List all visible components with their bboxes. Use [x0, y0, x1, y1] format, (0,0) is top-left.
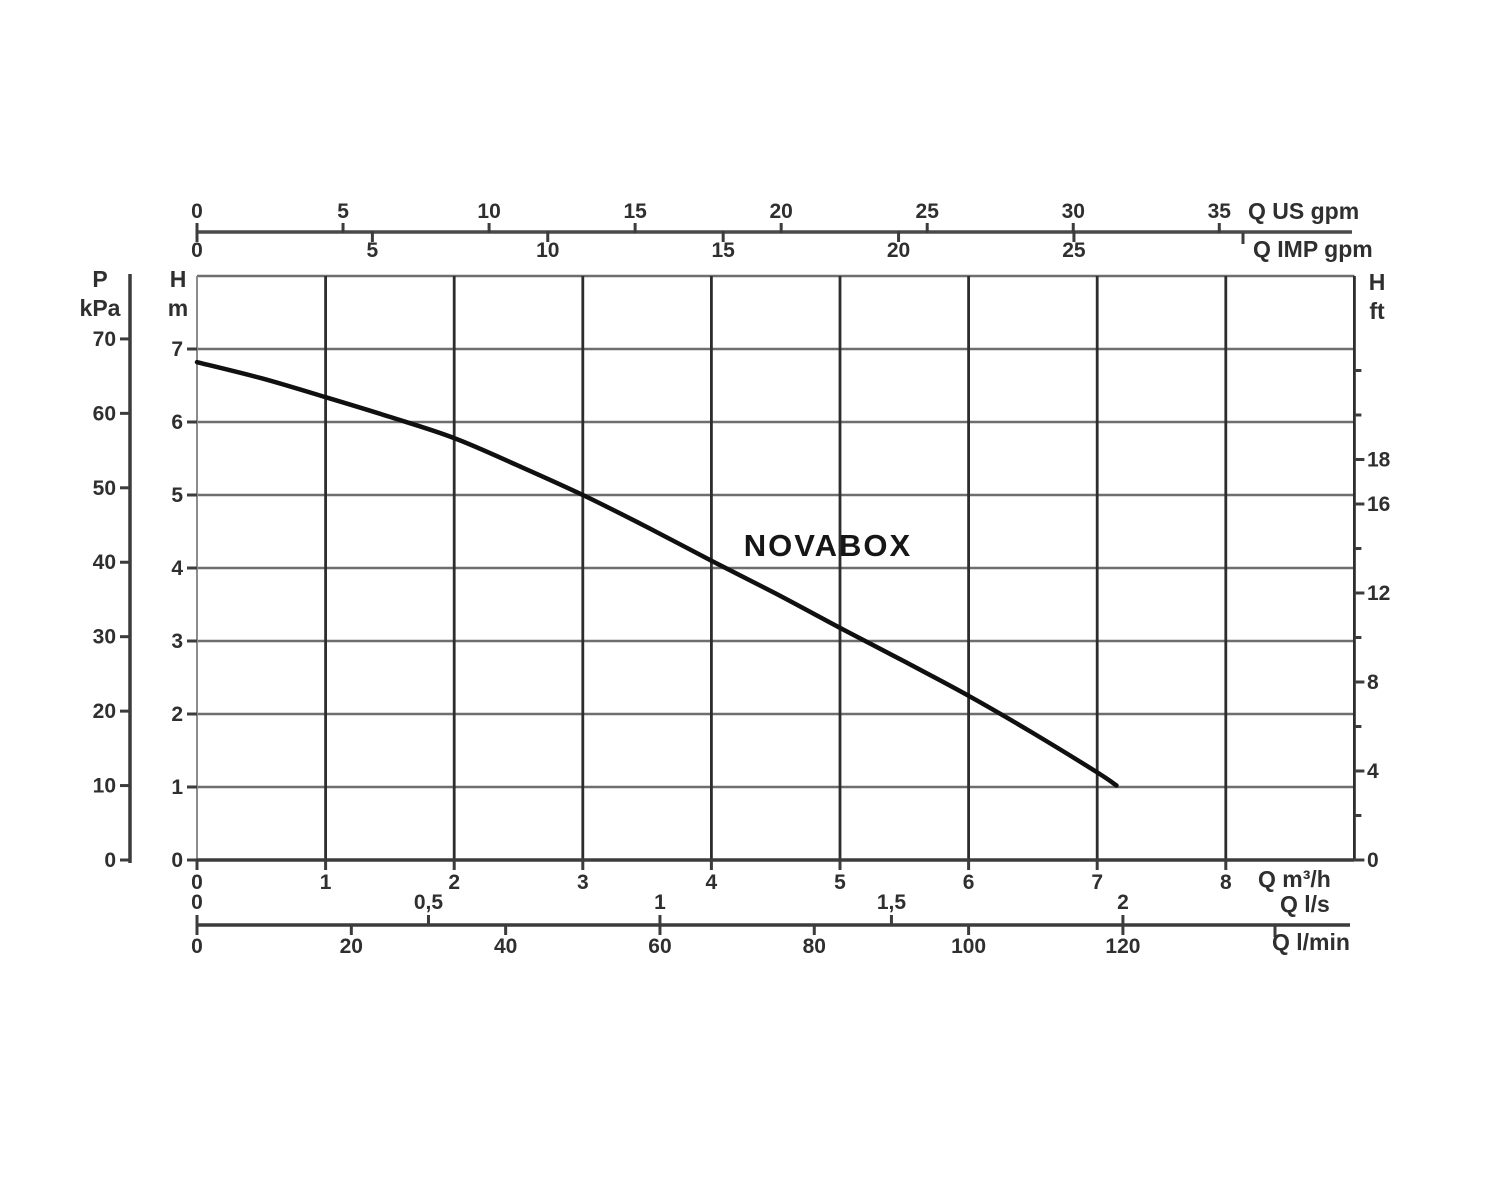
tick-label-m: 5 [171, 484, 183, 507]
tick-label-lmin: 60 [648, 935, 671, 958]
tick-label-us-gpm: 0 [191, 200, 203, 223]
curve-title: NOVABOX [744, 528, 912, 563]
tick-label-us-gpm: 15 [623, 200, 647, 223]
tick-label-ls: 1,5 [877, 891, 907, 914]
tick-label-m: 6 [171, 411, 183, 434]
tick-label-ls: 0 [191, 891, 203, 914]
tick-label-lmin: 100 [951, 935, 986, 958]
tick-label-kpa: 0 [104, 849, 116, 872]
axis-label-m3h: Q m³/h [1258, 866, 1331, 892]
tick-label-m3h: 3 [577, 871, 589, 894]
tick-label-lmin: 0 [191, 935, 203, 958]
axis-label-lmin: Q l/min [1272, 929, 1350, 955]
tick-label-ft: 4 [1367, 760, 1379, 783]
tick-label-m3h: 1 [320, 871, 332, 894]
tick-label-us-gpm: 20 [769, 200, 792, 223]
axis-label-pressure-unit: kPa [80, 295, 121, 321]
tick-label-lmin: 40 [494, 935, 517, 958]
tick-label-m3h: 5 [834, 871, 846, 894]
tick-label-ft: 12 [1367, 582, 1390, 605]
axis-label-head-ft-symbol: H [1369, 269, 1386, 295]
tick-label-ft: 8 [1367, 671, 1379, 694]
tick-label-lmin: 20 [340, 935, 363, 958]
tick-label-lmin: 120 [1105, 935, 1140, 958]
tick-label-m3h: 4 [706, 871, 718, 894]
tick-label-ls: 1 [654, 891, 666, 914]
tick-label-imp-gpm: 20 [887, 239, 910, 262]
tick-label-us-gpm: 25 [916, 200, 940, 223]
tick-label-ft: 18 [1367, 448, 1391, 471]
axis-label-head-m-unit: m [168, 295, 188, 321]
tick-label-m: 0 [171, 849, 183, 872]
tick-label-m3h: 8 [1220, 871, 1232, 894]
axis-label-head-symbol: H [170, 266, 187, 292]
tick-label-imp-gpm: 5 [367, 239, 379, 262]
tick-label-m3h: 6 [963, 871, 975, 894]
tick-label-us-gpm: 35 [1208, 200, 1232, 223]
tick-label-us-gpm: 30 [1062, 200, 1085, 223]
tick-label-m: 2 [171, 703, 183, 726]
tick-label-kpa: 30 [93, 626, 116, 649]
pump-curve [194, 359, 1119, 788]
tick-label-kpa: 60 [93, 402, 116, 425]
tick-label-imp-gpm: 25 [1062, 239, 1086, 262]
tick-label-ft: 16 [1367, 493, 1390, 516]
tick-label-ls: 0,5 [414, 891, 444, 914]
tick-label-kpa: 20 [93, 700, 116, 723]
tick-label-m: 1 [171, 776, 183, 799]
axis-label-head-ft-unit: ft [1369, 298, 1385, 324]
axis-label-ls: Q l/s [1280, 891, 1330, 917]
tick-label-lmin: 80 [803, 935, 826, 958]
axis-label-pressure-symbol: P [92, 266, 107, 292]
tick-label-m: 7 [171, 338, 183, 361]
tick-label-m: 3 [171, 630, 183, 653]
tick-label-m: 4 [171, 557, 183, 580]
tick-label-kpa: 70 [93, 328, 116, 351]
tick-label-ft: 0 [1367, 849, 1379, 872]
tick-label-m3h: 2 [448, 871, 460, 894]
grid-layer [196, 274, 1356, 860]
tick-label-us-gpm: 5 [337, 200, 349, 223]
tick-label-ls: 2 [1117, 891, 1129, 914]
tick-label-kpa: 40 [93, 551, 116, 574]
tick-label-us-gpm: 10 [477, 200, 500, 223]
tick-label-imp-gpm: 0 [191, 239, 203, 262]
tick-label-kpa: 10 [93, 775, 116, 798]
tick-label-imp-gpm: 10 [536, 239, 559, 262]
tick-label-imp-gpm: 15 [711, 239, 735, 262]
axis-label-us-gpm: Q US gpm [1248, 198, 1359, 224]
tick-label-kpa: 50 [93, 477, 116, 500]
tick-label-m3h: 0 [191, 871, 203, 894]
curve-layer [194, 359, 1119, 788]
axis-label-imp-gpm: Q IMP gpm [1253, 236, 1373, 262]
tick-label-m3h: 7 [1091, 871, 1103, 894]
axes-layer: 0 1 2 3 4 5 6 7 80 5 10 15 20 25 30 350 5 10 15 20 250 0,5 1 1,… [93, 200, 1391, 958]
